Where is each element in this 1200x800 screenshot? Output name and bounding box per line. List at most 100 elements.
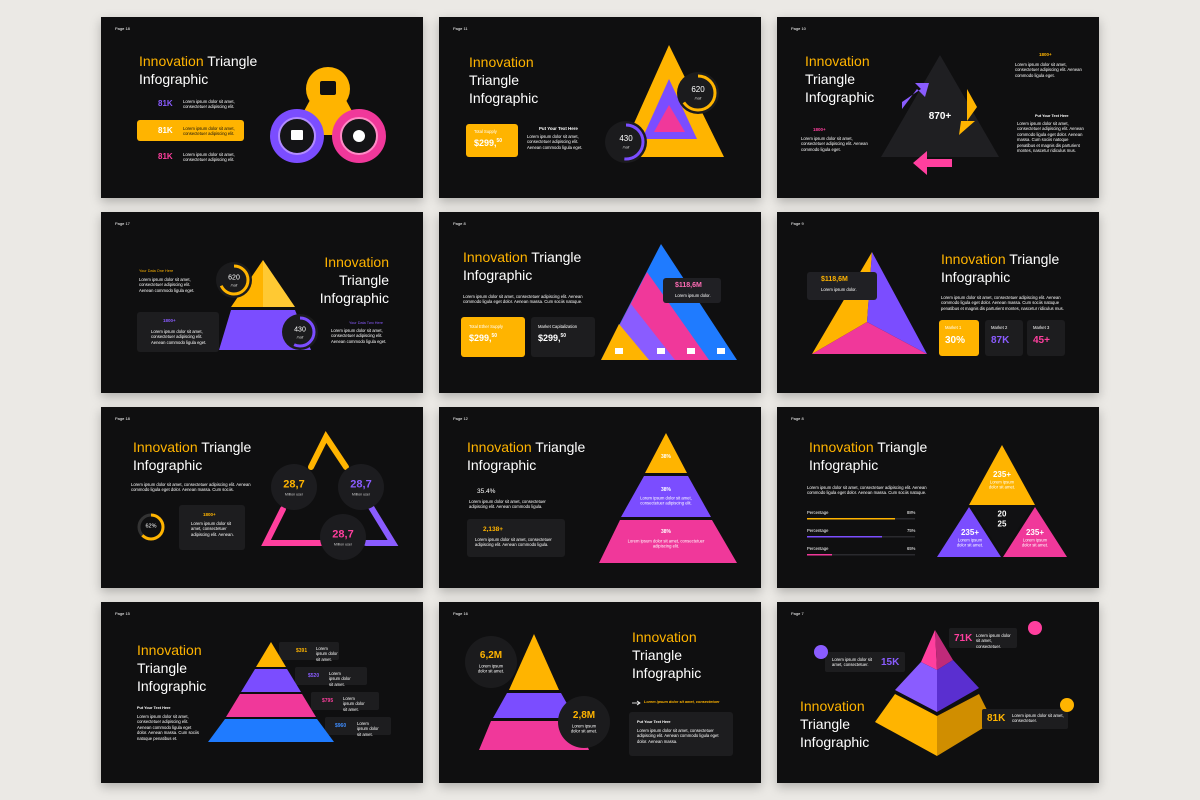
text: Lorem ipsum dolor sit amet.: [329, 671, 351, 687]
art: [881, 55, 999, 175]
value-label: 30%: [945, 335, 966, 346]
page-label: Page 12: [453, 416, 468, 421]
slide-title: Innovation Triangle Infographic: [467, 439, 617, 475]
text: Lorem ipsum dolor sit amet, consectetuer…: [527, 134, 583, 150]
page-label: Page 18: [115, 416, 130, 421]
text: Your Data One Here: [139, 269, 174, 273]
polygon: [601, 324, 649, 360]
circle: [677, 72, 719, 114]
value-label: 2,8M: [572, 710, 596, 721]
slide-title: Innovation Triangle Infographic: [941, 251, 1091, 287]
path: [913, 151, 952, 175]
polyline: [261, 506, 324, 546]
circle: [465, 636, 517, 688]
page-label: Page 9: [791, 221, 804, 226]
text: Innovation: [324, 254, 389, 270]
art: [814, 621, 1074, 756]
text: Innovation: [800, 698, 865, 714]
value-label: 430: [619, 134, 633, 143]
text: Lorem ipsum dolor sit amet, consectetuer…: [331, 328, 387, 344]
text: 50: [491, 333, 498, 339]
slide: Page 15 Innovation Triangle Infographic …: [101, 602, 423, 783]
slide: Page 7 Innovation Triangle Infographic 7…: [777, 602, 1099, 783]
value-label: $299,50: [469, 334, 497, 343]
text: Lorem ipsum dolor sit amet, consectetuer…: [131, 482, 251, 493]
text: Lorem ipsum dolor sit amet, consectetuer: [644, 700, 720, 704]
text: Innovation: [463, 249, 528, 265]
text: Lorem ipsum dolor sit amet, consectetuer…: [640, 495, 692, 506]
text: $520: [308, 673, 320, 679]
text: Innovation: [469, 54, 534, 70]
text: Innovation: [137, 642, 202, 658]
art: [605, 45, 724, 163]
box: [1027, 320, 1065, 356]
polyline: [636, 700, 641, 706]
slide-title: Innovation Triangle Infographic: [632, 629, 712, 683]
slide: Page 10 Innovation Triangle Infographic …: [777, 17, 1099, 198]
text: 38%: [660, 453, 672, 460]
rect: [325, 717, 391, 735]
page-label: Page 7: [791, 611, 804, 616]
text: Percentage: [807, 510, 829, 515]
text: $299,: [538, 333, 561, 343]
text: Triangle Infographic: [139, 53, 258, 87]
text: Triangle Infographic: [632, 646, 702, 681]
value-label: 6,2M: [479, 650, 503, 661]
text: Lorem ipsum dolor sit amet.: [956, 537, 984, 548]
text: 430: [294, 326, 306, 334]
slide: Page 18 Innovation Triangle Infographic …: [101, 407, 423, 588]
circle: [218, 264, 250, 296]
value-label: 28,7: [283, 478, 305, 491]
text: Innovation: [133, 439, 198, 455]
text: $960: [335, 723, 347, 729]
circle: [284, 316, 316, 348]
text: 1800+: [1039, 52, 1052, 57]
text: Total Supply: [474, 129, 497, 134]
circle: [320, 514, 366, 560]
text: Lorem ipsum dolor sit amet, consectetuer…: [1017, 121, 1084, 154]
rect: [717, 348, 725, 354]
polygon: [509, 634, 559, 690]
text: Innovation: [467, 439, 532, 455]
slide: Page 18 Innovation Triangle Infographic …: [101, 17, 423, 198]
page-label: Page 18: [115, 26, 130, 31]
slide: Page 11 Innovation Triangle Infographic …: [439, 17, 761, 198]
polygon: [241, 669, 301, 692]
value-label: 235+: [960, 528, 980, 537]
text: Lorem ipsum dolor sit amet, consectetuer…: [469, 499, 546, 510]
text: 1800+: [813, 127, 826, 132]
circle: [353, 130, 365, 142]
text: Lorem ipsum dolor sit amet, consectetuer…: [475, 537, 552, 548]
circle: [338, 464, 384, 510]
text: Million user: [333, 542, 353, 547]
text: Triangle Infographic: [941, 251, 1060, 285]
text: 35.4%: [477, 488, 496, 495]
value-label: $299,50: [474, 139, 502, 148]
polygon: [881, 55, 999, 157]
text: 88%: [907, 510, 916, 515]
art: [465, 634, 641, 750]
box: [985, 320, 1023, 356]
value-label: 235+: [992, 470, 1012, 479]
polygon: [937, 694, 993, 756]
slide: Page 12 Innovation Triangle Infographic …: [439, 407, 761, 588]
slide: Page 9 Innovation Triangle Infographic L…: [777, 212, 1099, 393]
art: [270, 67, 386, 163]
text: Innovation: [805, 53, 870, 69]
art: [807, 445, 1067, 557]
value-label: $299,50: [538, 334, 566, 343]
text: 65%: [907, 546, 916, 551]
ybox: [461, 317, 525, 357]
value-label: 45+: [1033, 335, 1050, 346]
text: Innovation: [632, 629, 697, 645]
text: Lorem ipsum dolor sit amet.: [570, 723, 598, 734]
box: [137, 312, 219, 352]
slide: Page 8 Innovation Triangle Infographic L…: [777, 407, 1099, 588]
slide-title: Innovation Triangle Infographic: [800, 698, 880, 752]
text: /half: [694, 96, 702, 101]
polygon: [208, 719, 334, 742]
polygon: [654, 105, 685, 132]
value-label: 870+: [928, 111, 952, 122]
art: [137, 431, 399, 560]
slide-title: Innovation Triangle Infographic: [463, 249, 613, 285]
